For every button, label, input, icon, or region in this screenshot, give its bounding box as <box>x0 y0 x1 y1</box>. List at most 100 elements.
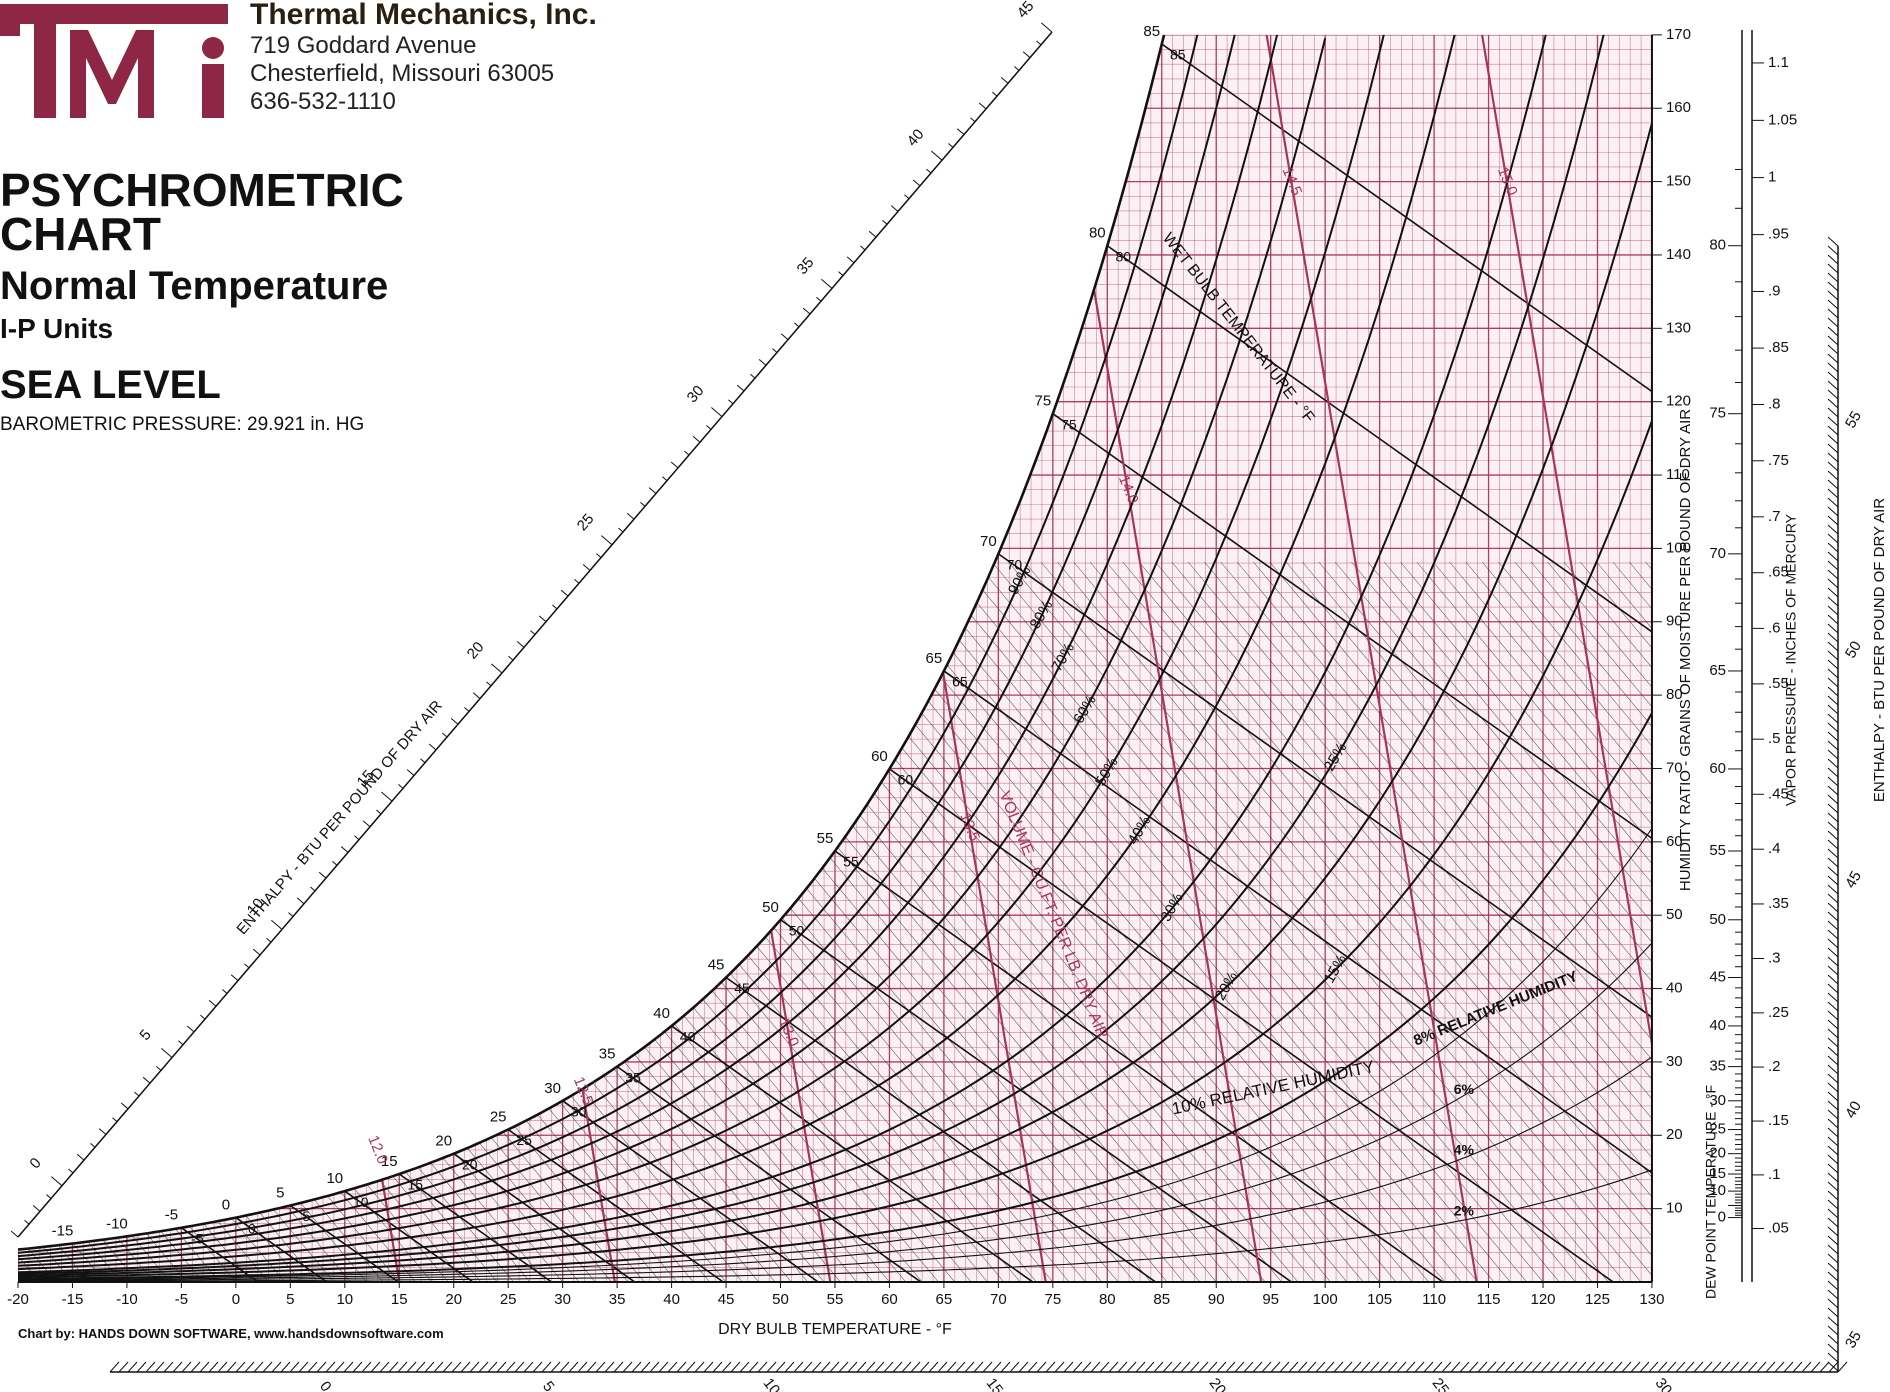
enthalpy-right-tick <box>1827 524 1839 535</box>
dew-point-label: 60 <box>1709 760 1726 777</box>
enthalpy-bottom-tick <box>586 1361 597 1373</box>
enthalpy-bottom-tick <box>658 1361 669 1373</box>
enthalpy-left-tick <box>90 1142 96 1148</box>
enthalpy-left-tick <box>1000 77 1009 84</box>
x-tick-label: 15 <box>391 1291 408 1308</box>
enthalpy-line <box>1187 561 1652 1282</box>
enthalpy-bottom-tick <box>622 1361 633 1373</box>
enthalpy-bottom-tick <box>127 1361 138 1373</box>
enthalpy-line <box>18 561 24 1282</box>
enthalpy-bottom-tick <box>1450 1361 1461 1373</box>
enthalpy-bottom-tick <box>199 1361 210 1373</box>
enthalpy-right-tick <box>1827 866 1839 877</box>
y-tick-label: 130 <box>1666 319 1691 336</box>
enthalpy-left-tick <box>868 230 877 238</box>
y-tick-label: 120 <box>1666 393 1691 410</box>
enthalpy-bottom-tick <box>388 1361 399 1373</box>
enthalpy-left-tick <box>1014 66 1020 71</box>
enthalpy-bottom-tick <box>1396 1361 1407 1373</box>
enthalpy-bottom-tick <box>1729 1361 1740 1373</box>
wet-bulb-label: 65 <box>952 674 968 690</box>
wet-bulb-label: 50 <box>789 922 805 938</box>
enthalpy-bottom-tick <box>1738 1361 1749 1373</box>
enthalpy-right-tick <box>1827 1235 1839 1246</box>
wet-bulb-line <box>1106 245 1652 1282</box>
enthalpy-bottom-tick <box>685 1361 696 1373</box>
enthalpy-right-tick <box>1827 488 1839 499</box>
enthalpy-bottom-tick <box>163 1361 174 1373</box>
enthalpy-bottom-tick <box>739 1361 750 1373</box>
enthalpy-left-label: 40 <box>904 126 928 150</box>
enthalpy-bottom-tick <box>541 1361 552 1373</box>
enthalpy-bottom-tick <box>253 1361 264 1373</box>
enthalpy-line <box>1482 561 1652 1282</box>
enthalpy-bottom-tick <box>1576 1361 1587 1373</box>
enthalpy-right-tick <box>1827 1298 1839 1309</box>
enthalpy-right-tick <box>1827 434 1839 445</box>
enthalpy-left-tick <box>838 271 844 276</box>
enthalpy-right-tick <box>1827 452 1839 463</box>
enthalpy-left-tick <box>222 989 228 994</box>
enthalpy-bottom-tick <box>172 1361 183 1373</box>
enthalpy-bottom-tick <box>1693 1361 1704 1373</box>
dew-point-label: 10 <box>1709 1182 1726 1199</box>
enthalpy-bottom-tick <box>946 1361 957 1373</box>
enthalpy-line <box>1302 561 1652 1282</box>
enthalpy-right-tick <box>1827 938 1839 949</box>
company-address-2: Chesterfield, Missouri 63005 <box>250 60 555 87</box>
volume-line <box>1265 34 1478 1282</box>
enthalpy-left-tick <box>1036 40 1042 46</box>
enthalpy-bottom-tick <box>1819 1361 1830 1373</box>
enthalpy-bottom-tick <box>1225 1361 1236 1373</box>
enthalpy-right-tick <box>1827 1244 1839 1255</box>
enthalpy-right-tick <box>1827 974 1839 985</box>
enthalpy-bottom-tick <box>361 1361 372 1373</box>
enthalpy-line <box>1531 561 1652 1282</box>
x-tick-label: 0 <box>232 1291 240 1308</box>
enthalpy-bottom-tick <box>928 1361 939 1373</box>
y-tick-label: 170 <box>1666 26 1691 43</box>
rh-curve <box>18 712 1652 1280</box>
vapor-pressure-label: .05 <box>1768 1220 1789 1237</box>
wet-bulb-line <box>1052 413 1652 1282</box>
enthalpy-right-tick <box>1827 326 1839 337</box>
enthalpy-left-tick <box>530 630 536 635</box>
wet-bulb-label: 5 <box>302 1208 310 1224</box>
y-axis-title: HUMIDITY RATIO - GRAINS OF MOISTURE PER … <box>1677 409 1694 891</box>
enthalpy-line <box>1285 561 1652 1282</box>
vapor-pressure-label: .25 <box>1768 1004 1789 1021</box>
enthalpy-bottom-label: 10 <box>760 1375 784 1392</box>
enthalpy-right-tick <box>1827 1172 1839 1183</box>
enthalpy-bottom-tick <box>577 1361 588 1373</box>
x-tick-label: -5 <box>175 1291 188 1308</box>
enthalpy-right-tick <box>1827 839 1839 850</box>
enthalpy-right-tick <box>1827 623 1839 634</box>
enthalpy-right-scale: 35 40 45 50 55 <box>1827 236 1865 1372</box>
vapor-pressure-label: .7 <box>1768 508 1781 525</box>
enthalpy-bottom-tick <box>820 1361 831 1373</box>
enthalpy-bottom-tick <box>1018 1361 1029 1373</box>
y-tick-label: 80 <box>1666 686 1683 703</box>
enthalpy-bottom-tick <box>1666 1361 1677 1373</box>
enthalpy-right-tick <box>1827 272 1839 283</box>
enthalpy-bottom-tick <box>298 1361 309 1373</box>
wet-bulb-label: 55 <box>843 854 859 870</box>
enthalpy-right-tick <box>1827 407 1839 418</box>
enthalpy-right-tick <box>1827 1091 1839 1102</box>
x-tick-label: 120 <box>1531 1291 1556 1308</box>
enthalpy-bottom-tick <box>856 1361 867 1373</box>
vapor-pressure-label: .75 <box>1768 452 1789 469</box>
enthalpy-line <box>1204 561 1652 1282</box>
enthalpy-bottom-tick <box>289 1361 300 1373</box>
enthalpy-line <box>18 561 465 1282</box>
enthalpy-bottom-tick <box>1306 1361 1317 1373</box>
saturation-temp-label: 5 <box>276 1184 284 1201</box>
saturation-temp-label: 30 <box>544 1080 561 1097</box>
wet-bulb-line <box>943 670 1652 1282</box>
enthalpy-right-label: 45 <box>1842 868 1865 891</box>
subtitle: Normal Temperature <box>0 264 389 308</box>
enthalpy-bottom-tick <box>1234 1361 1245 1373</box>
x-tick-label: 30 <box>554 1291 571 1308</box>
x-tick-label: -15 <box>62 1291 84 1308</box>
enthalpy-line <box>18 561 253 1282</box>
